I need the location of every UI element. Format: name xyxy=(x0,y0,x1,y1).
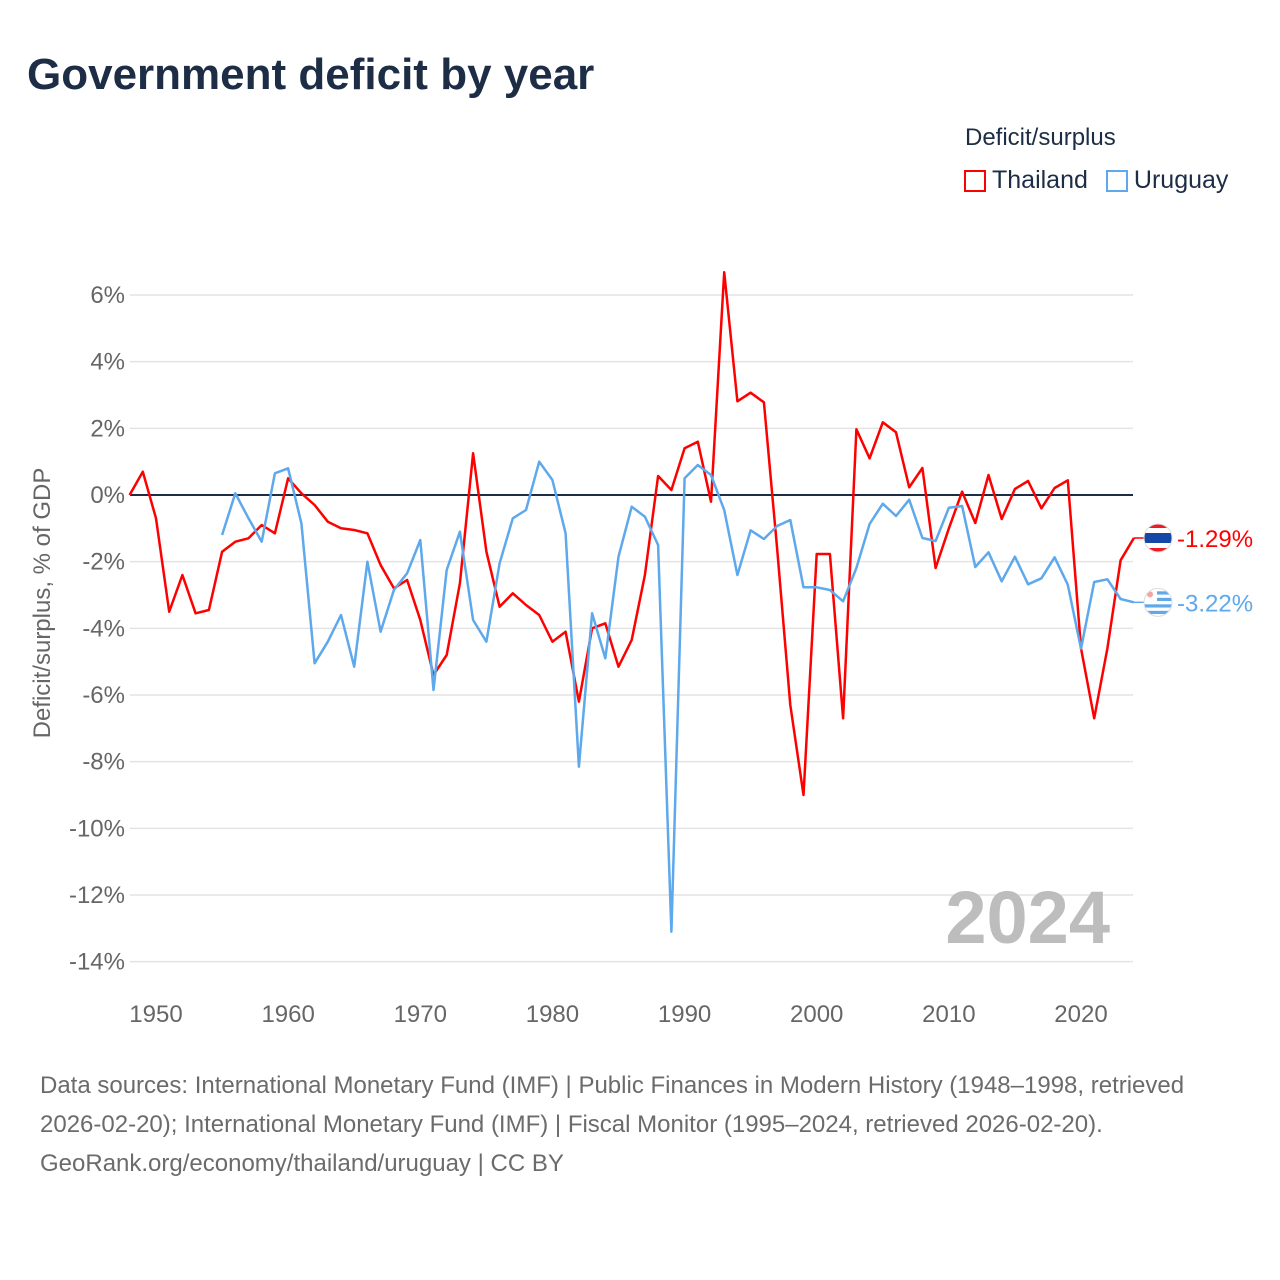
x-tick-label: 1970 xyxy=(394,1001,447,1028)
footer: Data sources: International Monetary Fun… xyxy=(40,1066,1240,1183)
legend-swatch-thailand xyxy=(964,169,986,192)
legend-label: Thailand xyxy=(992,166,1088,194)
y-tick-label: -4% xyxy=(82,615,125,642)
y-tick-label: -10% xyxy=(69,815,125,842)
flag-stripe xyxy=(1144,597,1172,602)
y-tick-label: -8% xyxy=(82,749,125,776)
y-tick-label: 6% xyxy=(90,282,125,309)
flag-stripe xyxy=(1144,610,1172,615)
x-tick-label: 1990 xyxy=(658,1001,711,1028)
y-tick-label: 4% xyxy=(90,349,125,376)
flag-stripe xyxy=(1144,533,1172,543)
end-value-label: -1.29% xyxy=(1177,526,1253,553)
flag-stripe xyxy=(1144,604,1172,608)
y-tick-label: -6% xyxy=(82,682,125,709)
x-tick-label: 1960 xyxy=(261,1001,314,1028)
year-watermark: 2024 xyxy=(945,876,1110,959)
x-tick-label: 1950 xyxy=(129,1001,182,1028)
y-axis-label: Deficit/surplus, % of GDP xyxy=(29,468,56,739)
legend-label: Uruguay xyxy=(1133,166,1229,194)
y-tick-label: 2% xyxy=(90,415,125,442)
y-tick-label: -2% xyxy=(82,549,125,576)
x-tick-label: 2000 xyxy=(790,1001,843,1028)
legend-item-uruguay[interactable]: Uruguay xyxy=(1105,166,1229,195)
data-sources: Data sources: International Monetary Fun… xyxy=(40,1072,1185,1138)
chart-title: Government deficit by year xyxy=(27,50,595,99)
flag-uruguay-icon xyxy=(1143,587,1173,617)
series-line-uruguay xyxy=(220,460,1135,933)
series-line-thailand xyxy=(128,271,1135,797)
end-value-label: -3.22% xyxy=(1177,590,1253,617)
sun-icon xyxy=(1147,591,1153,598)
x-tick-label: 2020 xyxy=(1054,1001,1107,1028)
flag-body xyxy=(1144,524,1172,552)
flag-border xyxy=(1143,523,1173,553)
y-tick-label: 0% xyxy=(90,482,125,509)
y-tick-label: -14% xyxy=(69,949,125,976)
legend-title: Deficit/surplus xyxy=(965,124,1116,151)
x-tick-label: 1980 xyxy=(526,1001,579,1028)
credit-link[interactable]: GeoRank.org/economy/thailand/uruguay | C… xyxy=(40,1150,564,1177)
flag-body xyxy=(1144,588,1172,617)
legend: Thailand Uruguay xyxy=(964,166,1228,195)
flag-border xyxy=(1143,587,1173,617)
flag-thailand-icon xyxy=(1143,523,1173,553)
flag-stripe xyxy=(1144,591,1172,595)
x-tick-label: 2010 xyxy=(922,1001,975,1028)
y-tick-label: -12% xyxy=(69,882,125,909)
legend-swatch-uruguay xyxy=(1105,169,1128,192)
legend-item-thailand[interactable]: Thailand xyxy=(964,166,1088,195)
